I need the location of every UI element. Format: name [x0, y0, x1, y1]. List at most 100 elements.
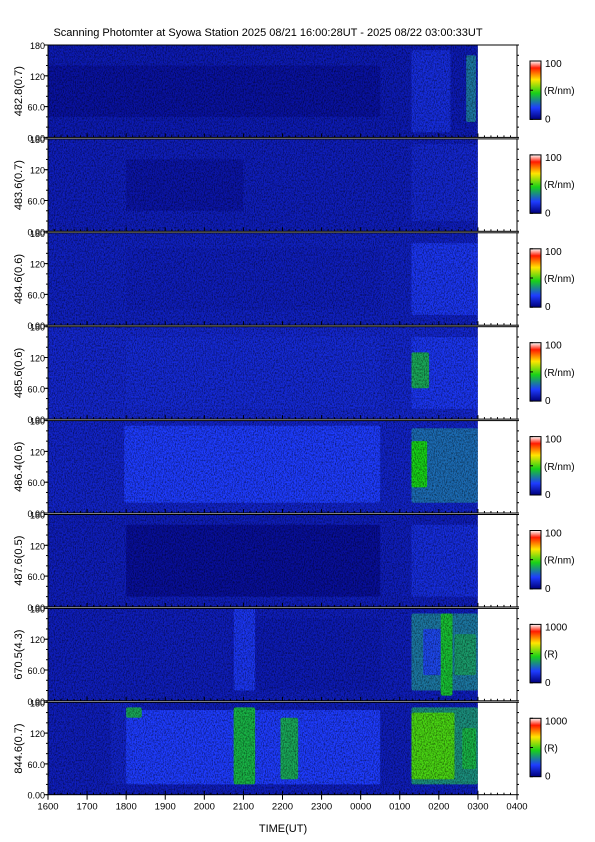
no-data-area: [477, 608, 517, 701]
colorbar-max-label: 100: [545, 59, 562, 70]
y-tick-label: 60.0: [27, 572, 45, 582]
x-tick-label: 0300: [467, 802, 488, 813]
y-tick-label: 120: [30, 447, 45, 457]
x-tick-label: 1900: [155, 802, 176, 813]
no-data-area: [477, 420, 517, 513]
panel-label: 482.8(0.7): [13, 66, 25, 116]
x-tick-label: 0100: [389, 802, 410, 813]
y-tick-label: 180: [30, 41, 45, 51]
y-tick-label: 180: [30, 135, 45, 145]
panel-8: 0.00 60.0 120 180 844.6(0.7) 1000 0 (R): [13, 698, 568, 800]
y-tick-label: 120: [30, 354, 45, 364]
panel-label: 844.6(0.7): [13, 723, 25, 773]
x-tick-label: 2100: [233, 802, 254, 813]
colorbar-max-label: 1000: [545, 622, 568, 633]
heatmap-texture: [48, 326, 478, 420]
y-tick-label: 180: [30, 511, 45, 521]
colorbar-min-label: 0: [545, 772, 551, 783]
colorbar-unit-label: (R/nm): [544, 86, 575, 97]
panel-4: 0.00 60.0 120 180 485.6(0.6) 100 0 (R/nm): [13, 323, 575, 425]
panel-3: 0.00 60.0 120 180 484.6(0.6) 100 0 (R/nm): [13, 229, 575, 331]
panel-label: 670.5(4.3): [13, 630, 25, 680]
colorbar-unit-label: (R/nm): [544, 368, 575, 379]
heatmap-texture: [48, 232, 478, 326]
colorbar-min-label: 0: [545, 208, 551, 219]
y-tick-label: 120: [30, 635, 45, 645]
panel-label: 486.4(0.6): [13, 442, 25, 492]
no-data-area: [477, 138, 517, 232]
x-tick-label: 0400: [506, 802, 527, 813]
x-tick-label: 1600: [37, 802, 58, 813]
colorbar-max-label: 100: [545, 435, 562, 446]
x-axis: 1600 1700 1800 1900 2000 2100 2200 2300 0000 0100…: [37, 794, 528, 813]
heatmap-texture: [48, 45, 478, 138]
y-tick-label: 180: [30, 604, 45, 614]
no-data-area: [477, 702, 517, 795]
colorbar-max-label: 100: [545, 341, 562, 352]
y-tick-label: 180: [30, 229, 45, 239]
panel-label: 484.6(0.6): [13, 254, 25, 304]
panel-6: 0.00 60.0 120 180 487.6(0.5) 100 0 (R/nm): [13, 511, 575, 613]
colorbar-unit-label: (R/nm): [544, 462, 575, 473]
colorbar-unit-label: (R): [544, 650, 558, 661]
y-tick-label: 0.00: [27, 603, 45, 613]
heatmap-texture: [48, 138, 478, 232]
y-tick-label: 60.0: [27, 760, 45, 770]
y-tick-label: 120: [30, 72, 45, 82]
panel-7: 0.00 60.0 120 180 670.5(4.3) 1000 0 (R): [13, 604, 568, 706]
x-tick-label: 0000: [350, 802, 371, 813]
y-tick-label: 120: [30, 729, 45, 739]
heatmap-texture: [48, 514, 478, 607]
panel-1: 0.00 60.0 120 180 482.8(0.7) 100 0 (R/nm): [13, 41, 575, 143]
y-tick-label: 0.00: [27, 697, 45, 707]
y-tick-label: 60.0: [27, 197, 45, 207]
colorbar-min-label: 0: [545, 302, 551, 313]
no-data-area: [477, 326, 517, 420]
panel-group: 0.0060.0120180482.8(0.7)1000(R/nm)0.0060…: [13, 41, 575, 801]
colorbar-min-label: 0: [545, 584, 551, 595]
y-tick-label: 120: [30, 166, 45, 176]
no-data-area: [477, 232, 517, 326]
colorbar-unit-label: (R/nm): [544, 274, 575, 285]
y-tick-label: 60.0: [27, 384, 45, 394]
colorbar-min-label: 0: [545, 396, 551, 407]
y-tick-label: 180: [30, 323, 45, 333]
y-tick-label: 120: [30, 260, 45, 270]
chart-title: Scanning Photomter at Syowa Station 2025…: [53, 27, 482, 39]
y-tick-label: 0.00: [27, 509, 45, 519]
heatmap-texture: [48, 702, 478, 795]
y-tick-label: 60.0: [27, 478, 45, 488]
colorbar-max-label: 100: [545, 247, 562, 258]
y-tick-label: 0.00: [27, 133, 45, 143]
y-tick-label: 120: [30, 541, 45, 551]
x-tick-label: 1700: [77, 802, 98, 813]
y-tick-label: 0.00: [27, 227, 45, 237]
no-data-area: [477, 514, 517, 607]
panel-frame: [47, 607, 518, 702]
panel-2: 0.00 60.0 120 180 483.6(0.7) 100 0 (R/nm): [13, 135, 575, 237]
y-tick-label: 180: [30, 698, 45, 708]
colorbar-max-label: 100: [545, 529, 562, 540]
panel-label: 485.6(0.6): [13, 348, 25, 398]
y-tick-label: 180: [30, 417, 45, 427]
colorbar-min-label: 0: [545, 490, 551, 501]
x-tick-label: 1800: [116, 802, 137, 813]
no-data-area: [477, 45, 517, 138]
y-tick-label: 60.0: [27, 290, 45, 300]
colorbar-unit-label: (R): [544, 744, 558, 755]
colorbar-unit-label: (R/nm): [544, 556, 575, 567]
y-tick-label: 0.00: [27, 415, 45, 425]
y-tick-label: 0.00: [27, 321, 45, 331]
y-tick-label: 60.0: [27, 103, 45, 113]
panel-label: 487.6(0.5): [13, 536, 25, 586]
panel-5: 0.00 60.0 120 180 486.4(0.6) 100 0 (R/nm): [13, 417, 575, 519]
colorbar-min-label: 0: [545, 678, 551, 689]
x-axis-label: TIME(UT): [259, 823, 307, 835]
heatmap-texture: [48, 608, 478, 701]
panel-label: 483.6(0.7): [13, 160, 25, 210]
colorbar-max-label: 100: [545, 153, 562, 164]
x-tick-label: 2200: [272, 802, 293, 813]
y-tick-label: 60.0: [27, 666, 45, 676]
colorbar-max-label: 1000: [545, 716, 568, 727]
